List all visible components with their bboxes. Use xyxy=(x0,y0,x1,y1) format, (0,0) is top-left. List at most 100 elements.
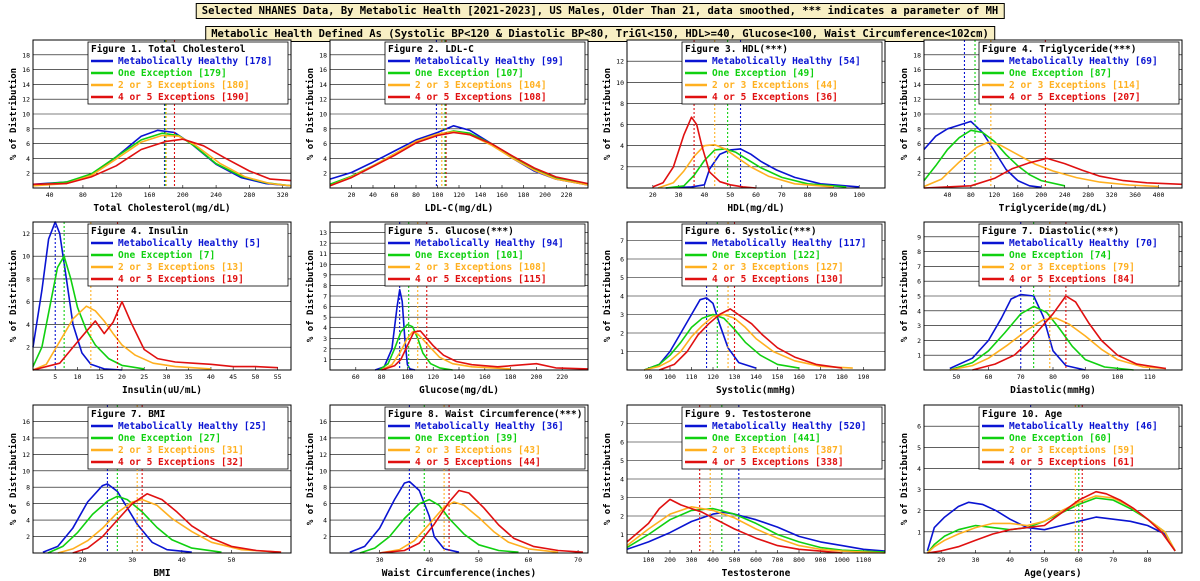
x-tick-label: 1100 xyxy=(856,556,872,564)
legend-entry: 2 or 3 Exceptions [43] xyxy=(415,445,541,456)
legend-entry: One Exception [101] xyxy=(415,250,524,261)
y-tick-label: 6 xyxy=(620,121,624,129)
y-tick-label: 9 xyxy=(917,233,921,241)
y-tick-label: 12 xyxy=(616,58,624,66)
y-axis-label: % of Distribution xyxy=(899,433,910,525)
legend-entry: Metabolically Healthy [520] xyxy=(712,421,866,432)
y-tick-label: 2 xyxy=(26,344,30,352)
x-tick-label: 80 xyxy=(967,191,975,199)
x-tick-label: 160 xyxy=(144,191,156,199)
legend-box xyxy=(87,223,289,287)
y-tick-label: 6 xyxy=(917,140,921,148)
y-axis-label: % of Distribution xyxy=(8,68,19,160)
x-tick-label: 90 xyxy=(1081,373,1089,381)
series-line-1 xyxy=(42,483,192,553)
y-tick-label: 4 xyxy=(26,321,30,329)
x-tick-label: 190 xyxy=(858,373,870,381)
legend-entry: 4 or 5 Exceptions [44] xyxy=(415,457,541,468)
y-tick-label: 18 xyxy=(22,51,30,59)
legend-box xyxy=(978,406,1180,470)
y-tick-label: 7 xyxy=(620,420,624,428)
legend-entry: One Exception [49] xyxy=(712,68,815,79)
series-line-4 xyxy=(329,131,589,187)
x-tick-label: 100 xyxy=(853,191,865,199)
y-tick-label: 12 xyxy=(22,230,30,238)
series-line-3 xyxy=(949,317,1166,371)
y-tick-label: 4 xyxy=(26,517,30,525)
x-tick-label: 120 xyxy=(453,191,465,199)
x-axis-label: Insulin(uU/mL) xyxy=(122,385,202,396)
y-tick-label: 11 xyxy=(319,250,327,258)
y-tick-label: 13 xyxy=(319,229,327,237)
y-tick-label: 9 xyxy=(323,271,327,279)
series-line-4 xyxy=(927,490,1176,554)
y-tick-label: 5 xyxy=(323,314,327,322)
x-tick-label: 60 xyxy=(391,191,399,199)
x-tick-label: 30 xyxy=(972,556,980,564)
x-tick-label: 25 xyxy=(140,373,148,381)
chart-panel-7: 1 2 3 4 5 6 7 90 100 110 120 130 140 150 160 170 180 190 F… xyxy=(602,221,886,396)
y-tick-label: 8 xyxy=(323,282,327,290)
chart-panel-8: 1 2 3 4 5 6 7 8 9 50 60 70 80 90 100 110 Figure 7. Diast… xyxy=(899,221,1183,396)
series-line-3 xyxy=(32,134,292,187)
plot-frame xyxy=(32,221,292,371)
plot-frame xyxy=(923,221,1183,371)
legend-entry: 2 or 3 Exceptions [104] xyxy=(415,80,547,91)
series-line-2 xyxy=(626,507,886,553)
y-tick-label: 2 xyxy=(323,345,327,353)
legend-box xyxy=(681,223,883,287)
legend-entry: 4 or 5 Exceptions [130] xyxy=(712,274,844,285)
x-tick-label: 60 xyxy=(752,191,760,199)
series-line-3 xyxy=(644,313,853,371)
y-tick-label: 14 xyxy=(319,81,327,89)
y-tick-label: 4 xyxy=(917,155,921,163)
y-tick-label: 4 xyxy=(917,307,921,315)
legend-box xyxy=(681,406,883,470)
y-tick-label: 6 xyxy=(323,303,327,311)
y-tick-label: 4 xyxy=(26,155,30,163)
legend-entry: 2 or 3 Exceptions [79] xyxy=(1009,262,1135,273)
x-tick-label: 60 xyxy=(985,373,993,381)
x-tick-label: 30 xyxy=(376,556,384,564)
y-tick-label: 6 xyxy=(620,439,624,447)
legend-entry: 2 or 3 Exceptions [108] xyxy=(415,262,547,273)
chart-title: Figure 2. LDL-C xyxy=(388,44,474,55)
series-line-4 xyxy=(626,498,843,554)
x-tick-label: 180 xyxy=(505,373,517,381)
series-line-2 xyxy=(949,305,1134,371)
series-line-2 xyxy=(643,313,800,371)
legend-entry: 2 or 3 Exceptions [114] xyxy=(1009,80,1141,91)
y-tick-label: 16 xyxy=(913,66,921,74)
series-line-4 xyxy=(652,116,757,189)
x-tick-label: 400 xyxy=(1153,191,1165,199)
y-tick-label: 8 xyxy=(26,484,30,492)
plot-frame xyxy=(329,221,589,371)
legend-entry: 4 or 5 Exceptions [115] xyxy=(415,274,547,285)
x-tick-label: 40 xyxy=(207,373,215,381)
y-axis-label: % of Distribution xyxy=(305,68,316,160)
x-tick-label: 150 xyxy=(772,373,784,381)
legend-entry: 4 or 5 Exceptions [32] xyxy=(118,457,244,468)
series-line-2 xyxy=(923,129,1065,187)
y-tick-label: 6 xyxy=(323,140,327,148)
x-tick-label: 50 xyxy=(726,191,734,199)
x-tick-label: 80 xyxy=(1144,556,1152,564)
legend-entry: One Exception [87] xyxy=(1009,68,1112,79)
x-tick-label: 40 xyxy=(369,191,377,199)
legend-box xyxy=(384,406,586,470)
y-tick-label: 1 xyxy=(323,356,327,364)
x-tick-label: 20 xyxy=(348,191,356,199)
x-axis-label: Testosterone xyxy=(722,568,791,579)
x-tick-label: 40 xyxy=(46,191,54,199)
plot-frame xyxy=(32,39,292,189)
y-tick-label: 12 xyxy=(22,96,30,104)
x-tick-label: 800 xyxy=(793,556,805,564)
chart-title: Figure 5. Glucose(***) xyxy=(388,226,514,237)
series-line-3 xyxy=(381,331,511,371)
chart-panel-4: 2 4 6 8 10 12 14 16 18 40 80 120 160 200 240 280 320 360 4… xyxy=(899,39,1183,214)
y-tick-label: 12 xyxy=(913,96,921,104)
x-tick-label: 120 xyxy=(707,373,719,381)
legend-entry: Metabolically Healthy [36] xyxy=(415,421,564,432)
